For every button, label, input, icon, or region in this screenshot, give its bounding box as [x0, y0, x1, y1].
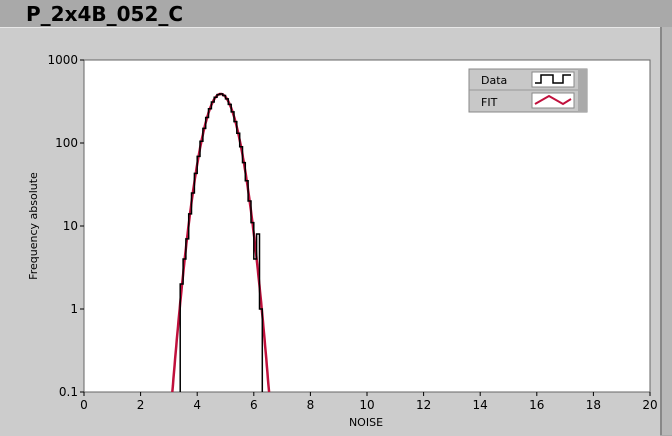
y-tick-label: 0.1 — [59, 385, 78, 399]
x-tick-label: 12 — [416, 398, 431, 412]
data-histogram-steps — [179, 93, 264, 393]
wave-line-icon — [534, 94, 572, 106]
window-title: P_2x4B_052_C — [26, 2, 184, 26]
x-axis-label: NOISE — [349, 416, 383, 429]
y-tick-label: 1 — [70, 302, 78, 316]
y-axis-label: Frequency absolute — [27, 172, 40, 280]
y-tick-label: 100 — [55, 136, 78, 150]
legend-label-data: Data — [481, 74, 507, 87]
panel-scrollbar[interactable] — [660, 27, 672, 435]
legend: Data FIT — [468, 68, 588, 113]
y-tick-label: 1000 — [47, 53, 78, 67]
legend-label-fit: FIT — [481, 96, 498, 109]
x-tick-label: 0 — [80, 398, 88, 412]
step-line-icon — [535, 74, 571, 84]
x-tick-label: 14 — [473, 398, 488, 412]
x-tick-label: 16 — [529, 398, 544, 412]
x-tick-label: 8 — [307, 398, 315, 412]
x-tick-label: 10 — [359, 398, 374, 412]
x-tick-label: 6 — [250, 398, 258, 412]
y-tick-label: 10 — [63, 219, 78, 233]
x-tick-label: 2 — [137, 398, 145, 412]
x-tick-label: 4 — [193, 398, 201, 412]
x-tick-label: 20 — [642, 398, 657, 412]
x-tick-label: 18 — [586, 398, 601, 412]
